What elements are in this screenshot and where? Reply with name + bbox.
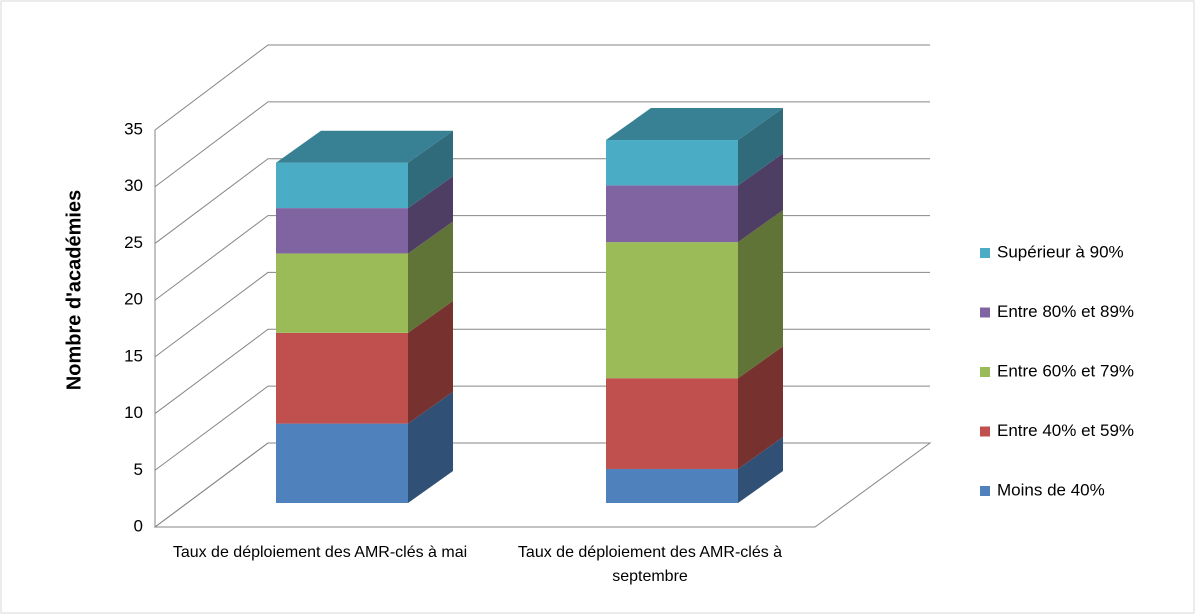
grid-line bbox=[154, 328, 930, 414]
x-tick-label: Taux de déploiement des AMR-clés à mai bbox=[172, 544, 468, 561]
floor bbox=[153, 442, 932, 528]
bar-top bbox=[276, 130, 453, 163]
grid-line bbox=[154, 158, 930, 244]
legend-label: Entre 60% et 79% bbox=[997, 361, 1134, 380]
legend-label: Supérieur à 90% bbox=[997, 242, 1124, 261]
bar-segment bbox=[606, 242, 738, 379]
bar-segment bbox=[276, 423, 408, 503]
bar-segment bbox=[606, 140, 738, 186]
y-axis-label: Nombre d'académies bbox=[63, 190, 85, 390]
grid-line bbox=[154, 101, 930, 188]
grid-line bbox=[154, 215, 930, 301]
bar-segment bbox=[606, 185, 738, 243]
legend-label: Entre 80% et 89% bbox=[997, 302, 1134, 321]
bar-side bbox=[408, 176, 453, 254]
legend-swatch bbox=[980, 486, 990, 496]
bar-side bbox=[408, 221, 453, 333]
grid-line bbox=[154, 44, 930, 131]
legend-label: Entre 40% et 59% bbox=[997, 421, 1134, 440]
y-tick-label: 10 bbox=[124, 403, 143, 422]
legend-swatch bbox=[980, 367, 990, 377]
bar-segment bbox=[276, 332, 408, 424]
legend-swatch bbox=[980, 307, 990, 318]
y-tick-label: 25 bbox=[124, 233, 143, 252]
x-tick-label: Taux de déploiement des AMR-clés à septe… bbox=[517, 544, 783, 585]
legend-swatch bbox=[980, 426, 990, 437]
y-tick-label: 20 bbox=[124, 290, 143, 309]
legend-swatch bbox=[980, 248, 990, 258]
bar-side bbox=[738, 108, 783, 186]
bar-segment bbox=[276, 208, 408, 254]
y-tick-label: 5 bbox=[134, 460, 143, 479]
y-tick-label: 0 bbox=[134, 516, 143, 535]
bar-top bbox=[606, 108, 783, 141]
bar-side bbox=[738, 346, 783, 469]
bar-segment bbox=[276, 162, 408, 209]
bar-segment bbox=[276, 253, 408, 333]
bar-side bbox=[738, 210, 783, 379]
bar-side bbox=[408, 391, 453, 503]
grid-line bbox=[154, 442, 930, 528]
y-tick-label: 30 bbox=[124, 176, 143, 195]
bar-side bbox=[408, 300, 453, 424]
grid-line bbox=[154, 385, 930, 471]
y-tick-label: 15 bbox=[124, 346, 143, 365]
bar-side bbox=[738, 153, 783, 243]
bar-side bbox=[408, 130, 453, 209]
grid-line bbox=[154, 271, 930, 358]
y-tick-label: 35 bbox=[124, 119, 143, 138]
legend-label: Moins de 40% bbox=[997, 480, 1105, 499]
bar-segment bbox=[606, 378, 738, 469]
bar-segment bbox=[606, 468, 738, 503]
bar-side bbox=[738, 436, 783, 503]
